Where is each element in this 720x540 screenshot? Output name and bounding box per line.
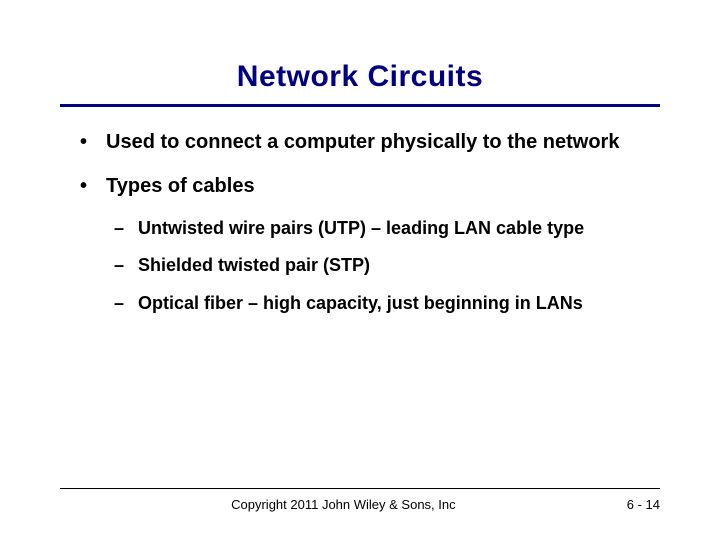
bullet-text: Used to connect a computer physically to…: [106, 129, 619, 155]
page-number: 6 - 14: [627, 497, 660, 512]
footer-rule: [60, 488, 660, 489]
bullet-text: Shielded twisted pair (STP): [138, 254, 370, 277]
bullet-text: Untwisted wire pairs (UTP) – leading LAN…: [138, 217, 584, 240]
bullet-marker: •: [80, 129, 106, 155]
sub-bullet-item: – Shielded twisted pair (STP): [114, 254, 660, 277]
bullet-marker: –: [114, 254, 138, 277]
sub-bullet-item: – Optical fiber – high capacity, just be…: [114, 292, 660, 315]
bullet-item: • Types of cables: [80, 173, 660, 199]
bullet-marker: –: [114, 292, 138, 315]
bullet-text: Types of cables: [106, 173, 255, 199]
copyright-text: Copyright 2011 John Wiley & Sons, Inc: [60, 497, 627, 512]
bullet-text: Optical fiber – high capacity, just begi…: [138, 292, 583, 315]
bullet-item: • Used to connect a computer physically …: [80, 129, 660, 155]
slide-body: • Used to connect a computer physically …: [60, 129, 660, 315]
title-underline: [60, 104, 660, 107]
bullet-marker: •: [80, 173, 106, 199]
slide-footer: Copyright 2011 John Wiley & Sons, Inc 6 …: [60, 488, 660, 512]
bullet-marker: –: [114, 217, 138, 240]
sub-bullet-item: – Untwisted wire pairs (UTP) – leading L…: [114, 217, 660, 240]
slide: Network Circuits • Used to connect a com…: [0, 0, 720, 540]
footer-row: Copyright 2011 John Wiley & Sons, Inc 6 …: [60, 497, 660, 512]
slide-title: Network Circuits: [60, 60, 660, 94]
